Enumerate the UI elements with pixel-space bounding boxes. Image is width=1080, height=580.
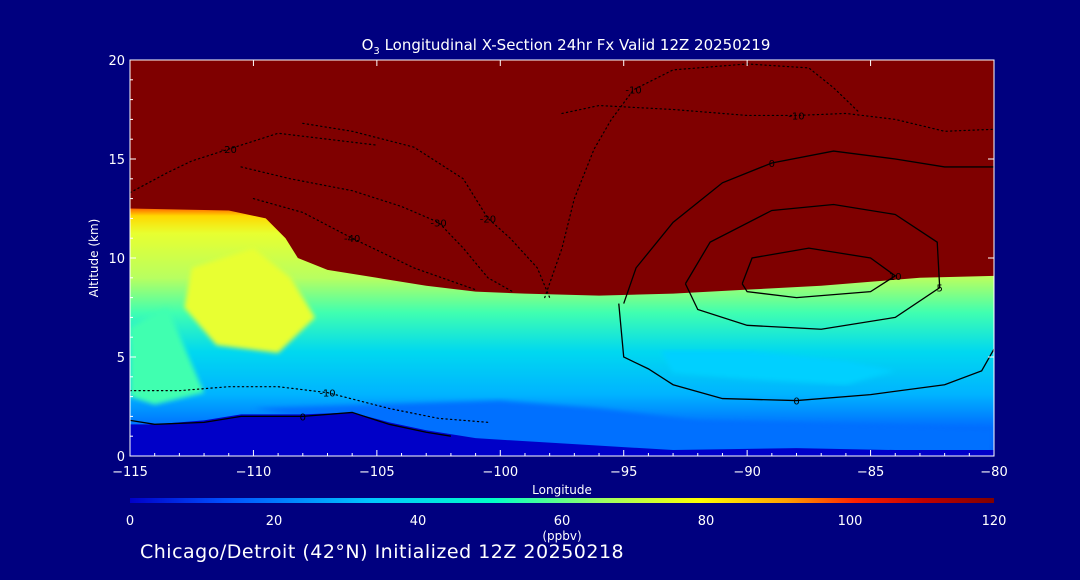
y-tick-label: 10: [108, 252, 125, 267]
y-axis-label: Altitude (km): [87, 219, 101, 298]
colorbar-tick-label: 0: [126, 514, 134, 529]
surface-layer: [130, 412, 994, 456]
y-tick-label: 0: [117, 450, 125, 465]
contour-line: [618, 303, 994, 402]
x-tick-label: −115: [112, 465, 148, 480]
contour-label: -20: [480, 214, 496, 225]
x-tick-label: −90: [733, 465, 760, 480]
colorbar-tick-label: 40: [410, 514, 427, 529]
contour-label: 0: [793, 397, 799, 408]
colorbar-label: (ppbv): [542, 529, 581, 543]
ozone-field: [130, 60, 994, 456]
upper-troposphere-lobe: [184, 248, 316, 354]
troposphere-region: [130, 208, 994, 456]
chart-title: O3 Longitudinal X-Section 24hr Fx Valid …: [362, 36, 771, 57]
ozone-change-contours: 0 0 5 10 0 -10 -20 -30 -40 -20 -10 -10: [130, 63, 994, 437]
contour-line: [130, 132, 378, 194]
colorbar: [130, 498, 994, 503]
x-tick-label: −85: [857, 465, 884, 480]
contour-line: [741, 247, 897, 299]
figure-subtitle: Chicago/Detroit (42°N) Initialized 12Z 2…: [140, 541, 625, 563]
axes: −115 −110 −105 −100 −95 −90 −85 −80 0 5 10 15 20: [108, 54, 1007, 480]
y-tick-label: 20: [108, 54, 125, 69]
contour-label: -30: [430, 218, 446, 229]
x-axis-label: Longitude: [532, 483, 592, 497]
y-tick-label: 5: [117, 351, 125, 366]
x-tick-label: −95: [610, 465, 637, 480]
contour-label: 5: [937, 284, 943, 295]
lower-troposphere-lobe-east: [660, 351, 896, 385]
contour-label: 0: [300, 412, 306, 423]
contour-label: -10: [625, 86, 641, 97]
mid-troposphere-lobe-west: [130, 307, 205, 405]
colorbar-tick-label: 100: [838, 514, 863, 529]
contour-label: 10: [889, 272, 902, 283]
x-tick-label: −110: [236, 465, 272, 480]
colorbar-tick-label: 20: [266, 514, 283, 529]
colorbar-tick-label: 120: [982, 514, 1007, 529]
contour-label: -40: [344, 234, 360, 245]
colorbar-tick-label: 60: [554, 514, 571, 529]
contour-label: 0: [769, 159, 775, 170]
colorbar-ticks: 0 20 40 60 80 100 120: [126, 514, 1007, 529]
contour-label: -20: [221, 145, 237, 156]
contour-line: [684, 203, 941, 330]
y-tick-label: 15: [108, 153, 125, 168]
contour-line: [544, 63, 859, 299]
colorbar-tick-label: 80: [698, 514, 715, 529]
x-tick-label: −80: [980, 465, 1007, 480]
x-tick-label: −100: [482, 465, 518, 480]
contour-label: -10: [319, 389, 335, 400]
contour-line: [240, 166, 514, 293]
contour-line: [623, 150, 994, 304]
contour-label: -10: [788, 111, 804, 122]
contour-line: [130, 411, 452, 437]
contour-line: [561, 104, 994, 132]
x-tick-label: −105: [359, 465, 395, 480]
